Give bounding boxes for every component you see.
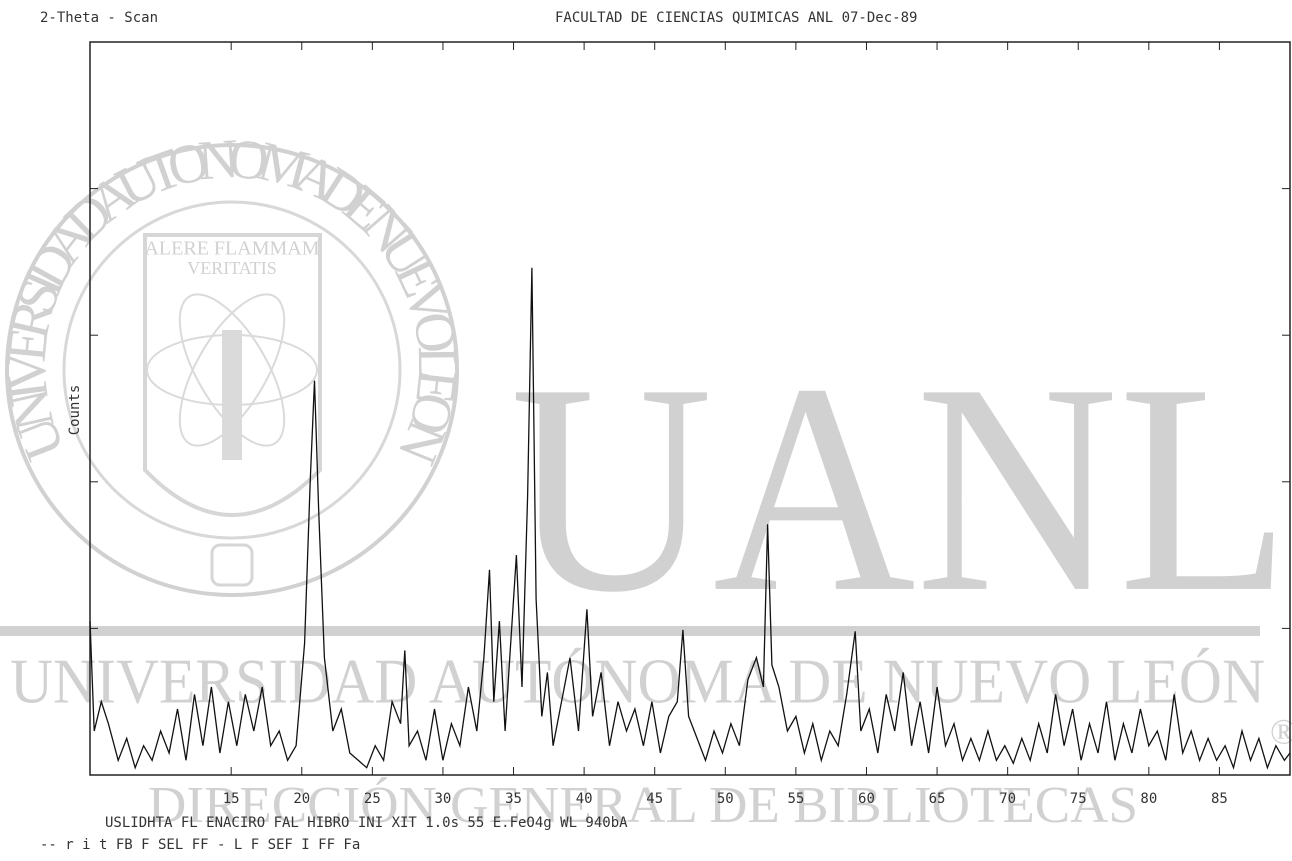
band [0,626,1260,636]
header-right: FACULTAD DE CIENCIAS QUIMICAS ANL 07-Dec… [555,10,917,26]
x-tick-label: 55 [787,791,804,807]
seal-base [210,543,254,587]
x-tick-label: 40 [576,791,593,807]
library-text: DIRECCIÓN GENERAL DE BIBLIOTECAS [148,776,1138,834]
x-tick-label: 65 [929,791,946,807]
shield [143,233,322,517]
seal-outer [5,143,459,597]
y-axis-label: Counts [67,385,83,436]
motto: ALERE FLAMMAM [144,238,319,260]
motto: VERITATIS [187,258,277,278]
pattern-line [89,267,1291,770]
seal-inner [62,200,402,540]
footer: USLIDHTA FL ENACIRO FAL HIBRO INI XIT 1.… [105,815,628,831]
plot-frame [89,41,1291,776]
university-text: UNIVERSIDAD AUTÓNOMA DE NUEVO LEÓN [10,646,1265,717]
atom-orbit [178,293,286,447]
atom-orbit [178,293,286,447]
x-tick-label: 60 [858,791,875,807]
x-tick-label: 50 [717,791,734,807]
logo-text: UANL [510,322,1290,654]
x-tick-label: 80 [1140,791,1157,807]
watermark: UNIVERSIDAD AUTONOMA DE NUEVO LEON ALERE… [0,128,1292,834]
x-tick-label: 20 [293,791,310,807]
footer: -- r i t FB F SEL FF - L F SEF I FF Fa [40,837,360,853]
x-tick-label: 45 [646,791,663,807]
header-left: 2-Theta - Scan [40,10,158,26]
x-tick-label: 35 [505,791,522,807]
x-tick-label: 30 [435,791,452,807]
x-tick-label: 15 [223,791,240,807]
registered: ® [1270,711,1292,751]
torch [222,330,242,460]
x-tick-label: 70 [999,791,1016,807]
x-tick-label: 85 [1211,791,1228,807]
x-tick-label: 25 [364,791,381,807]
x-tick-label: 75 [1070,791,1087,807]
